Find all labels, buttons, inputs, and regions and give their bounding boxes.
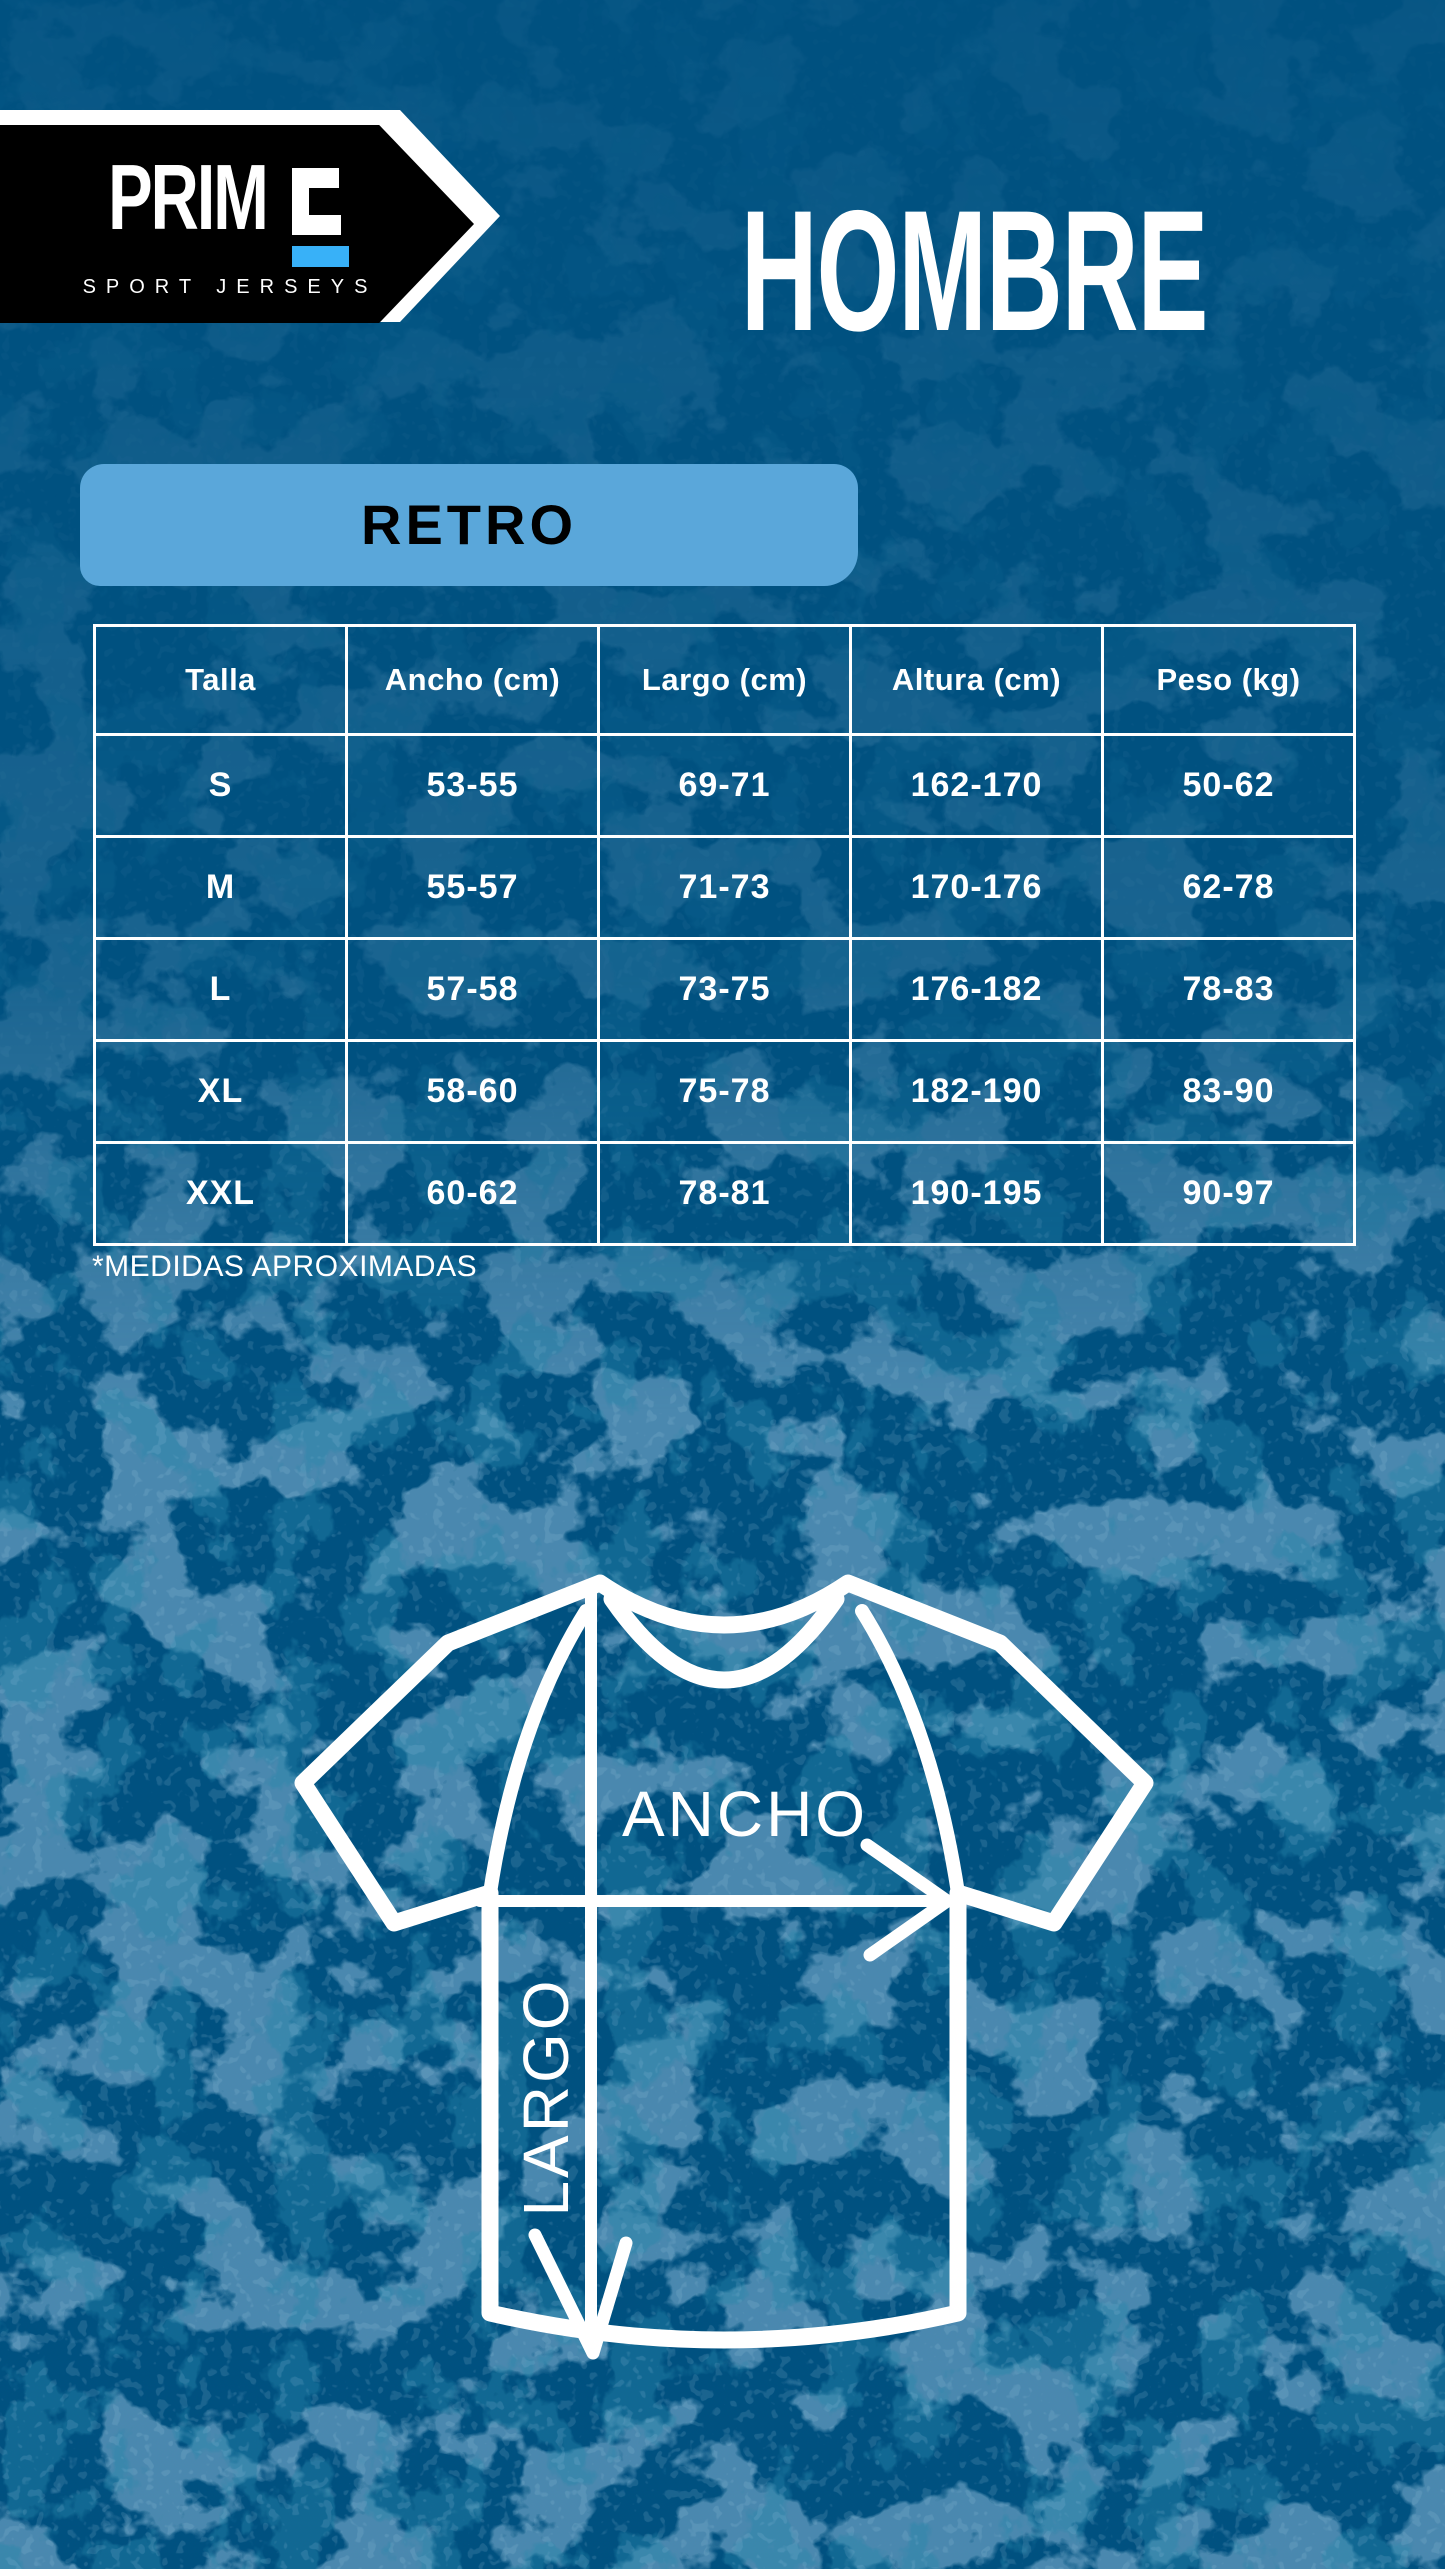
size-table: Talla Ancho (cm) Largo (cm) Altura (cm) … — [93, 624, 1356, 1246]
column-header-ancho: Ancho (cm) — [345, 624, 600, 736]
table-cell: 60-62 — [345, 1141, 600, 1246]
table-cell: 182-190 — [849, 1039, 1104, 1144]
banner-black-arrow: PRIM SPORT JERSEYS — [0, 125, 474, 323]
table-cell: 176-182 — [849, 937, 1104, 1042]
table-cell: L — [93, 937, 348, 1042]
table-cell: XL — [93, 1039, 348, 1144]
table-cell: 57-58 — [345, 937, 600, 1042]
table-cell: 83-90 — [1101, 1039, 1356, 1144]
column-header-peso: Peso (kg) — [1101, 624, 1356, 736]
table-cell: XXL — [93, 1141, 348, 1246]
table-cell: 162-170 — [849, 733, 1104, 838]
width-label: ANCHO — [622, 1778, 868, 1850]
table-cell: 190-195 — [849, 1141, 1104, 1246]
table-row: L 57-58 73-75 176-182 78-83 — [93, 937, 1356, 1042]
table-cell: 78-83 — [1101, 937, 1356, 1042]
table-cell: 90-97 — [1101, 1141, 1356, 1246]
table-row: XL 58-60 75-78 182-190 83-90 — [93, 1039, 1356, 1144]
table-cell: 55-57 — [345, 835, 600, 940]
table-cell: 58-60 — [345, 1039, 600, 1144]
stylized-e-glyph — [292, 168, 349, 267]
table-row: S 53-55 69-71 162-170 50-62 — [93, 733, 1356, 838]
table-header-row: Talla Ancho (cm) Largo (cm) Altura (cm) … — [93, 624, 1356, 736]
brand-tagline: SPORT JERSEYS — [82, 276, 378, 298]
table-cell: 73-75 — [597, 937, 852, 1042]
measurements-footnote: *MEDIDAS APROXIMADAS — [92, 1250, 478, 1283]
table-cell: 170-176 — [849, 835, 1104, 940]
table-cell: 71-73 — [597, 835, 852, 940]
table-row: XXL 60-62 78-81 190-195 90-97 — [93, 1141, 1356, 1246]
tshirt-measurement-diagram: ANCHO LARGO — [294, 1574, 1154, 2360]
armhole-seam-left — [483, 1604, 593, 1900]
tshirt-outline — [294, 1574, 1154, 2349]
table-cell: 62-78 — [1101, 835, 1356, 940]
table-row: M 55-57 71-73 170-176 62-78 — [93, 835, 1356, 940]
brand-banner: PRIM SPORT JERSEYS — [0, 110, 500, 323]
table-cell: S — [93, 733, 348, 838]
column-header-altura: Altura (cm) — [849, 624, 1104, 736]
table-cell: 78-81 — [597, 1141, 852, 1246]
category-badge-label: RETRO — [361, 493, 577, 556]
table-cell: 53-55 — [345, 733, 600, 838]
page-title: HOMBRE — [740, 175, 1209, 367]
column-header-largo: Largo (cm) — [597, 624, 852, 736]
table-cell: M — [93, 835, 348, 940]
length-label: LARGO — [510, 1977, 582, 2216]
brand-wordmark: PRIM — [108, 145, 269, 249]
table-cell: 69-71 — [597, 733, 852, 838]
table-cell: 50-62 — [1101, 733, 1356, 838]
column-header-talla: Talla — [93, 624, 348, 736]
category-badge: RETRO — [80, 464, 858, 586]
table-cell: 75-78 — [597, 1039, 852, 1144]
logo-accent-bar — [292, 246, 349, 267]
